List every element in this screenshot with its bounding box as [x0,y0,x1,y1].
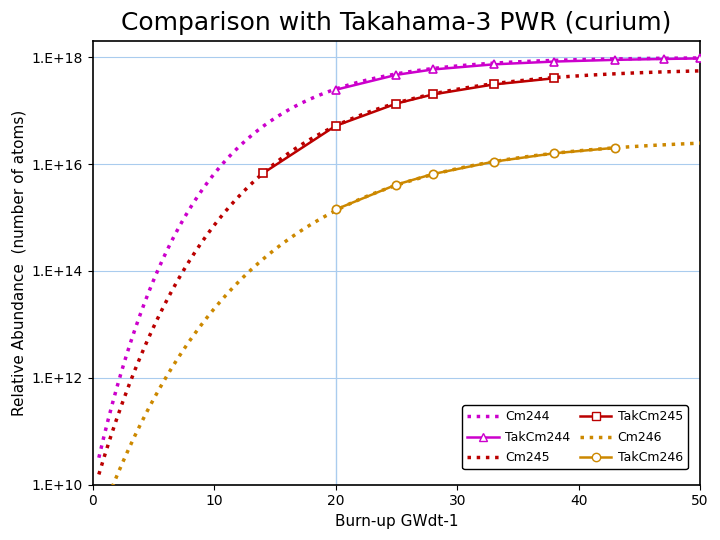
Y-axis label: Relative Abundance  (number of atoms): Relative Abundance (number of atoms) [11,110,26,416]
Legend: Cm244, TakCm244, Cm245, TakCm245, Cm246, TakCm246: Cm244, TakCm244, Cm245, TakCm245, Cm246,… [462,406,688,469]
Title: Comparison with Takahama-3 PWR (curium): Comparison with Takahama-3 PWR (curium) [121,11,672,35]
X-axis label: Burn-up GWdt-1: Burn-up GWdt-1 [335,514,458,529]
